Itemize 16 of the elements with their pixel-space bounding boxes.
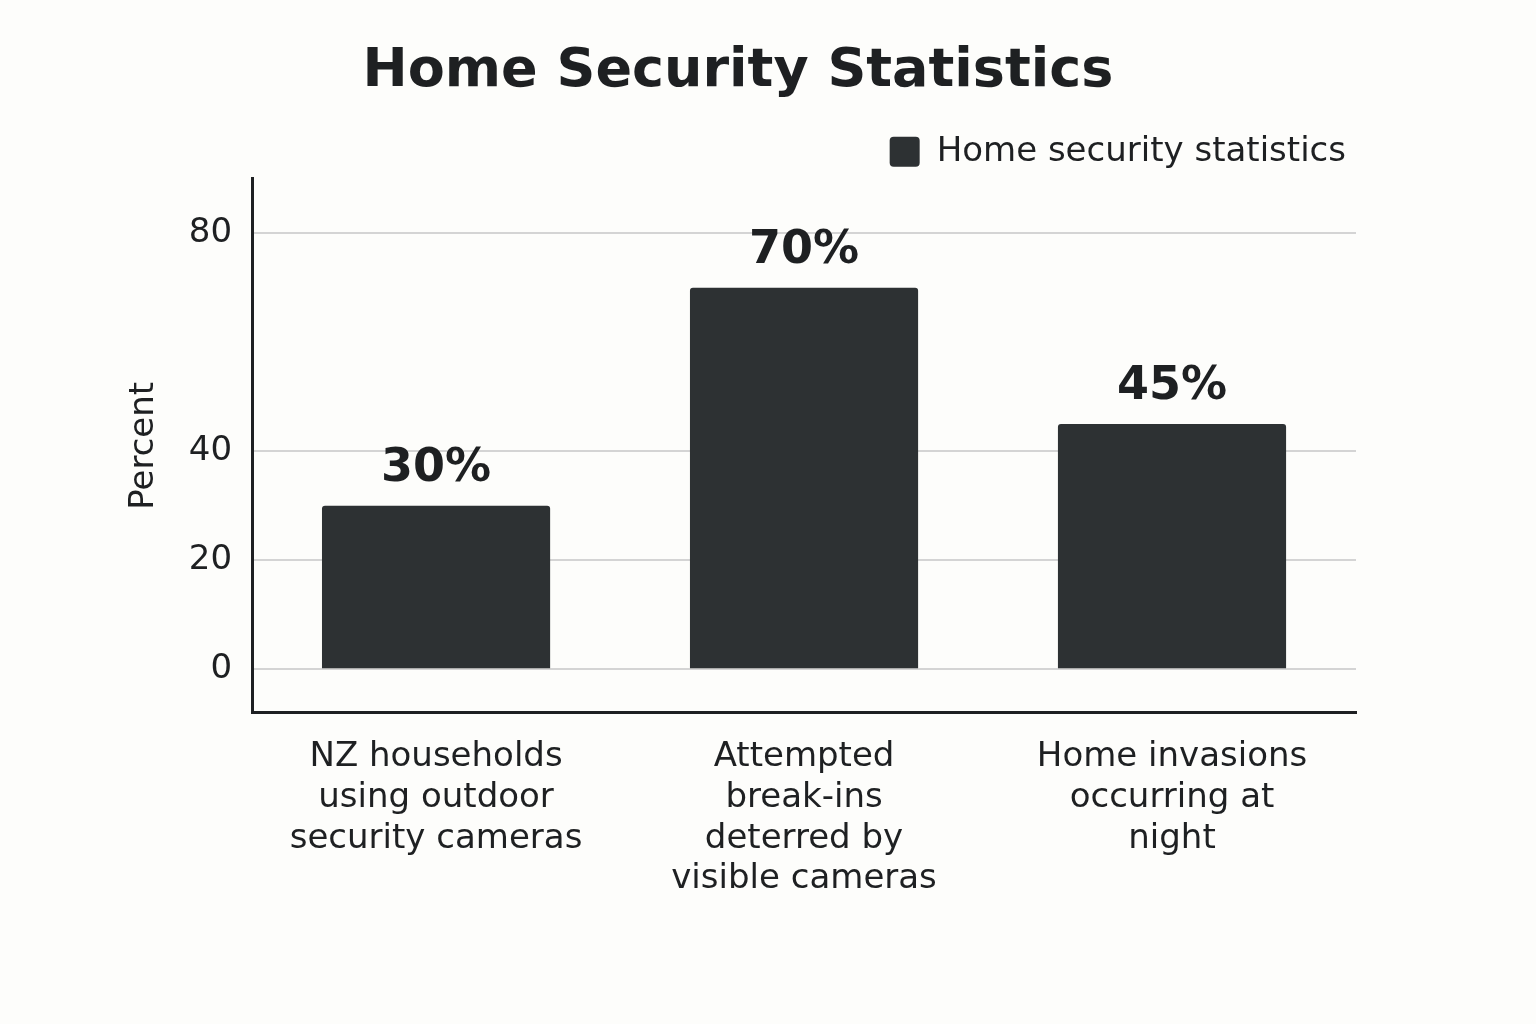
text: 70% xyxy=(748,219,860,274)
x-tick-label: Home invasions occurring at night xyxy=(1036,734,1308,856)
bar xyxy=(689,287,919,669)
bar xyxy=(1057,424,1287,669)
y-tick-label: 40 xyxy=(188,428,233,469)
x-tick-label: Attempted break-ins deterred by visible cameras xyxy=(671,734,937,897)
chart-title: Home Security Statistics xyxy=(362,36,1114,100)
x-tick-label: NZ households using outdoor security cameras xyxy=(289,734,583,856)
y-tick-label: 80 xyxy=(188,210,233,251)
text: 45% xyxy=(1116,355,1228,410)
y-axis-title: Percent xyxy=(121,381,162,510)
text: 30% xyxy=(381,437,492,492)
legend-label: Home security statistics xyxy=(936,128,1346,169)
bar xyxy=(321,505,551,669)
y-tick-label: 0 xyxy=(210,646,233,687)
y-tick-label: 20 xyxy=(188,537,233,578)
